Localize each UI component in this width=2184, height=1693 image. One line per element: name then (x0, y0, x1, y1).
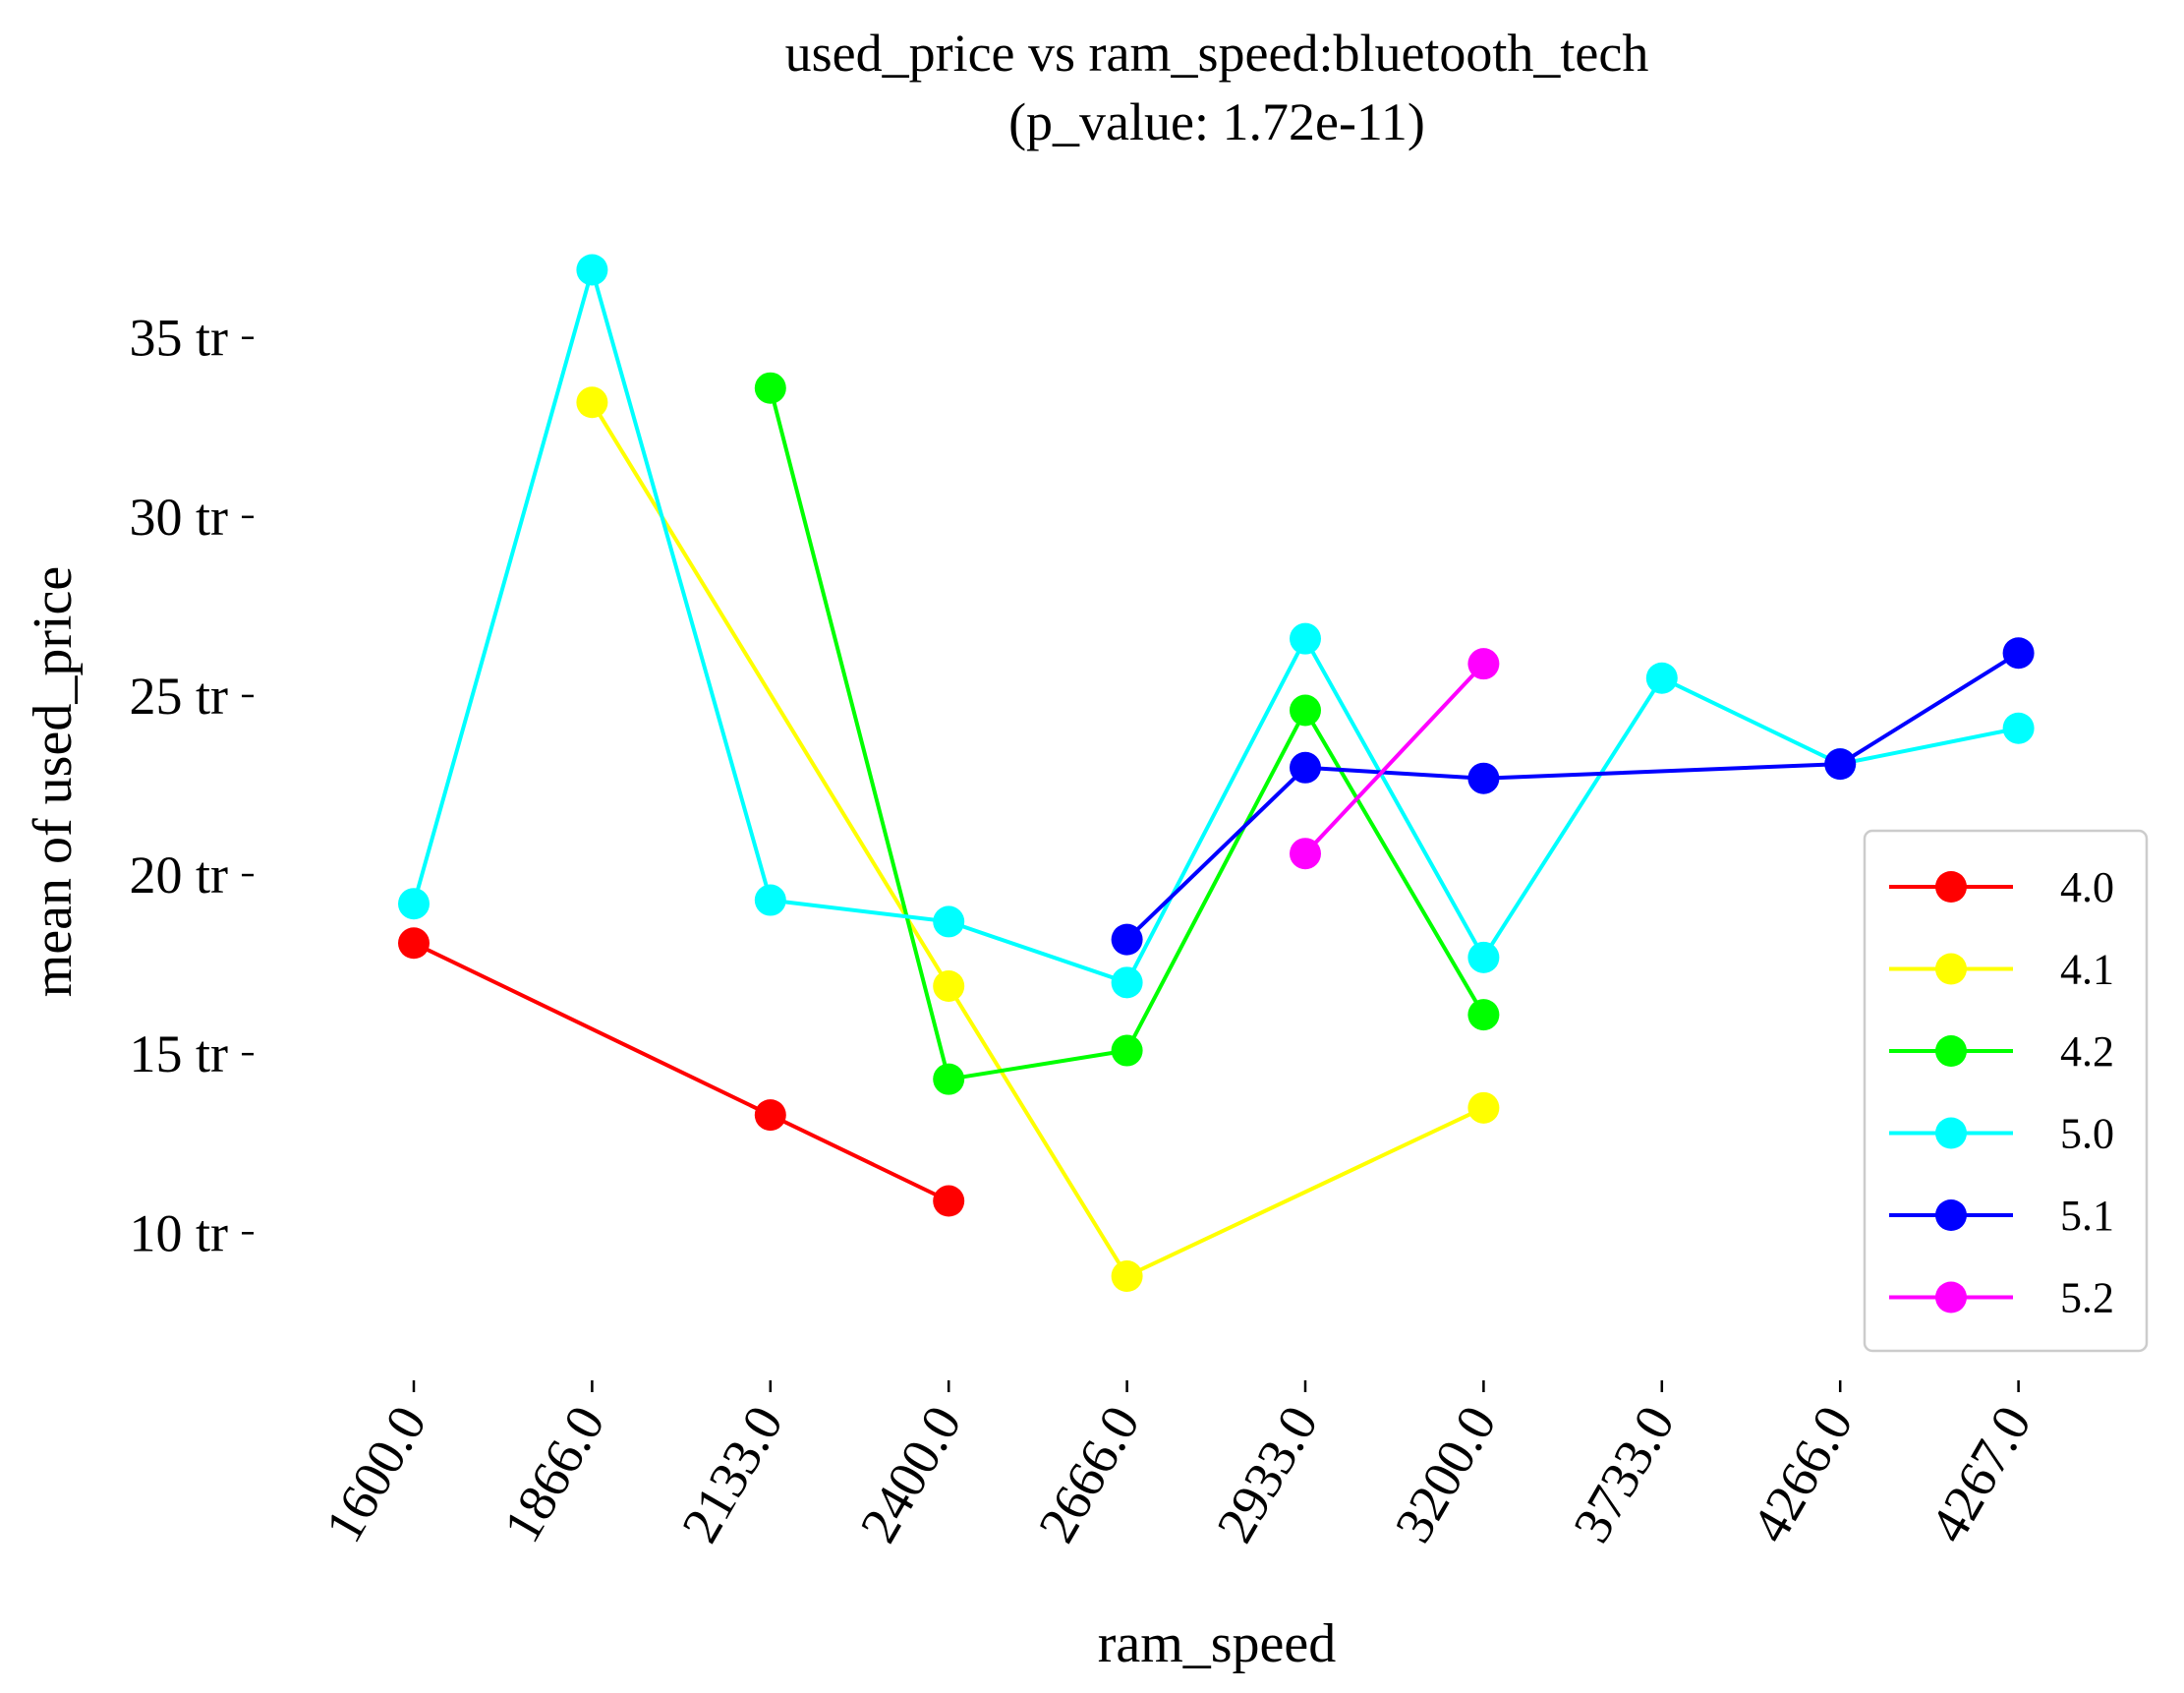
legend-swatch-marker (1935, 1199, 1967, 1231)
x-tick-label: 2666.0 (1027, 1396, 1151, 1552)
data-point (933, 969, 965, 1002)
data-point (1290, 751, 1321, 784)
y-tick-label: 20 tr (130, 846, 229, 905)
legend-swatch-marker (1935, 871, 1967, 903)
data-point (2002, 637, 2035, 670)
y-tick-label: 10 tr (130, 1203, 229, 1262)
legend-item: 5.1 (1889, 1192, 2114, 1240)
data-point (1645, 662, 1678, 694)
legend-item: 4.1 (1889, 946, 2114, 994)
legend: 4.0 4.1 4.2 5.0 5.1 5.2 (1863, 829, 2149, 1353)
data-point (576, 386, 608, 419)
data-point (576, 254, 608, 286)
x-tick-label: 2400.0 (848, 1396, 972, 1552)
legend-swatch-marker (1935, 1117, 1967, 1149)
series-line (413, 941, 950, 1203)
x-tick-label: 4266.0 (1740, 1396, 1864, 1552)
legend-item: 4.0 (1889, 863, 2114, 911)
data-point (754, 884, 786, 916)
data-point (1290, 622, 1321, 655)
legend-label: 5.0 (2060, 1110, 2114, 1158)
x-tick-label: 1600.0 (314, 1396, 437, 1552)
series-line (590, 401, 1485, 1278)
y-axis-label: mean of used_price (23, 566, 84, 997)
y-tick-label: 35 tr (130, 309, 229, 368)
legend-label: 5.1 (2060, 1192, 2114, 1240)
legend-item: 4.2 (1889, 1027, 2114, 1076)
series-5-0 (398, 254, 2035, 999)
legend-label: 4.2 (2060, 1027, 2114, 1076)
legend-label: 5.2 (2060, 1274, 2114, 1322)
series-line (412, 267, 2019, 985)
x-tick-label: 1866.0 (492, 1396, 616, 1552)
legend-box (1863, 829, 2149, 1353)
legend-item: 5.2 (1889, 1274, 2114, 1322)
legend-label: 4.0 (2060, 863, 2114, 911)
series-4-2 (754, 372, 1500, 1095)
data-point (1111, 966, 1143, 999)
data-point (1467, 1091, 1500, 1124)
chart-title: used_price vs ram_speed:bluetooth_tech (785, 24, 1649, 83)
data-point (1824, 748, 1857, 781)
data-point (1290, 838, 1321, 870)
chart-subtitle: (p_value: 1.72e-11) (1008, 92, 1425, 151)
legend-item: 5.0 (1889, 1110, 2114, 1158)
data-point (933, 1185, 965, 1217)
data-point (754, 372, 786, 404)
x-tick-label: 3200.0 (1384, 1396, 1508, 1552)
legend-label: 4.1 (2060, 946, 2114, 994)
legend-swatch-marker (1935, 1035, 1967, 1067)
y-tick-label: 15 tr (130, 1024, 229, 1083)
x-axis-label: ram_speed (1098, 1613, 1337, 1674)
data-point (1290, 694, 1321, 727)
series-4-0 (398, 927, 965, 1217)
series-line (1303, 662, 1485, 855)
x-axis: 1600.0 1866.0 2133.0 2400.0 2666.0 2933.0 3200… (314, 1380, 2042, 1552)
y-tick-label: 30 tr (130, 488, 229, 547)
data-point (933, 1063, 965, 1095)
x-tick-label: 2133.0 (670, 1396, 794, 1552)
y-tick-label: 25 tr (130, 667, 229, 726)
data-point (1111, 923, 1143, 956)
y-axis: 10 tr 15 tr 20 tr 25 tr 30 tr 35 tr (130, 309, 254, 1262)
data-point (1467, 999, 1500, 1031)
series-5-1 (1111, 637, 2035, 956)
x-tick-label: 2933.0 (1205, 1396, 1329, 1552)
data-point (2002, 712, 2035, 744)
data-point (933, 905, 965, 938)
legend-swatch-marker (1935, 953, 1967, 985)
data-point (1111, 1034, 1143, 1067)
series-5-2 (1290, 648, 1500, 870)
series-layer (398, 254, 2035, 1293)
data-point (1111, 1260, 1143, 1293)
series-4-1 (576, 386, 1500, 1293)
legend-swatch-marker (1935, 1281, 1967, 1314)
data-point (754, 1099, 786, 1132)
x-tick-label: 4267.0 (1919, 1396, 2042, 1552)
data-point (1467, 762, 1500, 794)
data-point (398, 927, 430, 960)
data-point (1467, 941, 1500, 973)
data-point (1467, 648, 1500, 680)
data-point (398, 888, 430, 920)
x-tick-label: 3733.0 (1562, 1396, 1686, 1552)
